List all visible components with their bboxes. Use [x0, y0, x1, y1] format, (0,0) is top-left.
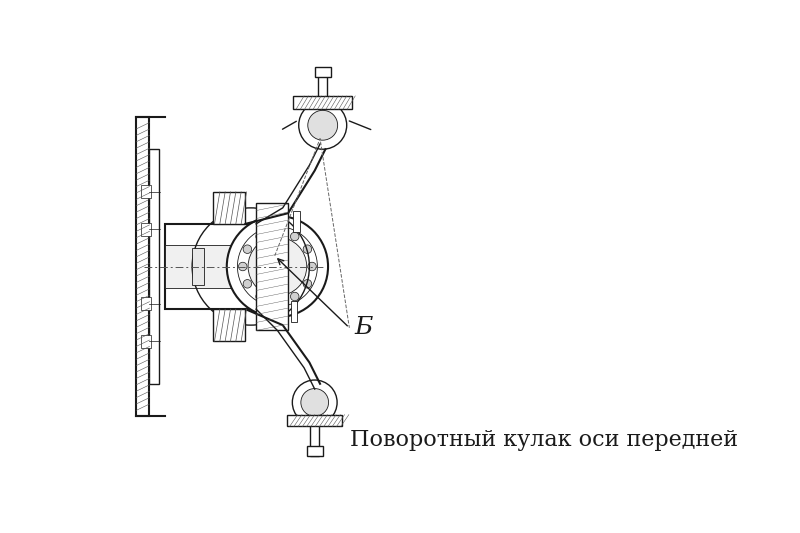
Circle shape [292, 380, 337, 425]
Bar [310, 425, 319, 456]
Bar [306, 446, 322, 456]
Bar [150, 149, 159, 384]
Bar [192, 248, 204, 285]
FancyArrowPatch shape [282, 122, 296, 129]
Bar [287, 415, 342, 426]
Text: Б: Б [354, 316, 373, 340]
Circle shape [256, 232, 264, 241]
Circle shape [298, 101, 346, 149]
FancyArrowPatch shape [350, 121, 370, 130]
Bar [214, 192, 246, 224]
Bar [142, 223, 151, 236]
Bar [166, 224, 294, 309]
Circle shape [308, 110, 338, 140]
Bar [256, 203, 288, 330]
Circle shape [303, 279, 312, 288]
Bar [142, 335, 151, 348]
Bar [166, 245, 272, 288]
Circle shape [243, 279, 252, 288]
Bar [136, 117, 150, 416]
Circle shape [273, 297, 282, 305]
Circle shape [290, 292, 299, 301]
Circle shape [238, 227, 318, 306]
Bar [142, 297, 151, 310]
Circle shape [248, 237, 306, 296]
Circle shape [238, 262, 247, 271]
Bar [294, 96, 352, 109]
Circle shape [290, 232, 299, 241]
Bar [294, 211, 300, 232]
Bar [314, 67, 330, 77]
Circle shape [226, 216, 328, 317]
Bar [142, 185, 151, 198]
Text: Поворотный кулак оси передней: Поворотный кулак оси передней [350, 429, 738, 451]
Bar [214, 309, 246, 341]
Circle shape [256, 292, 264, 301]
Circle shape [243, 245, 252, 254]
Circle shape [273, 228, 282, 236]
Bar [318, 69, 327, 104]
Circle shape [308, 262, 316, 271]
Circle shape [301, 389, 329, 416]
Bar [290, 301, 297, 322]
Circle shape [303, 245, 312, 254]
